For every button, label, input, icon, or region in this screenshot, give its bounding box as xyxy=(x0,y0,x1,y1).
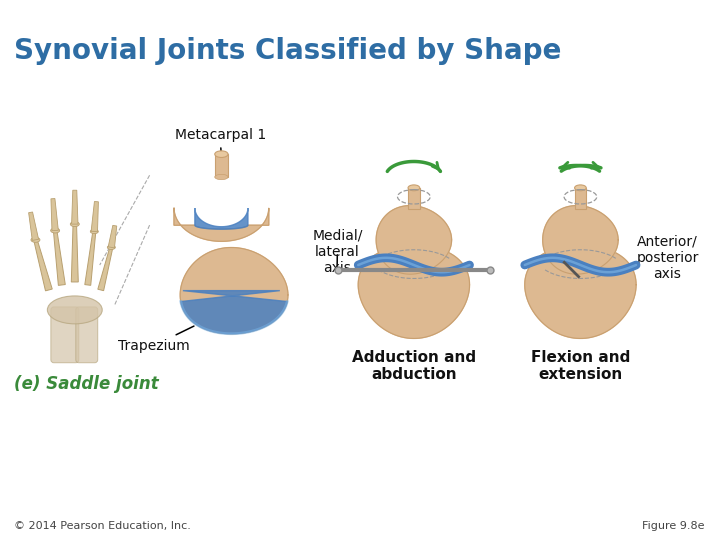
Polygon shape xyxy=(525,245,636,339)
Text: Metacarpal 1: Metacarpal 1 xyxy=(174,129,266,156)
Ellipse shape xyxy=(408,185,420,191)
Text: Trapezium: Trapezium xyxy=(117,326,194,353)
Ellipse shape xyxy=(215,151,228,158)
Ellipse shape xyxy=(50,228,60,233)
Polygon shape xyxy=(180,247,288,334)
Ellipse shape xyxy=(215,174,228,180)
Ellipse shape xyxy=(107,245,115,249)
Ellipse shape xyxy=(575,185,586,191)
FancyBboxPatch shape xyxy=(51,307,78,363)
Polygon shape xyxy=(71,224,78,282)
Text: Adduction and
abduction: Adduction and abduction xyxy=(352,350,476,382)
Polygon shape xyxy=(181,291,287,334)
Text: © 2014 Pearson Education, Inc.: © 2014 Pearson Education, Inc. xyxy=(14,521,191,531)
Polygon shape xyxy=(53,230,66,285)
Polygon shape xyxy=(29,212,39,240)
Polygon shape xyxy=(195,208,248,229)
Text: Synovial Joints Classified by Shape: Synovial Joints Classified by Shape xyxy=(14,37,562,65)
Text: (e) Saddle joint: (e) Saddle joint xyxy=(14,375,158,393)
Polygon shape xyxy=(51,199,58,231)
Bar xyxy=(215,154,228,177)
Ellipse shape xyxy=(71,222,79,227)
Text: Figure 9.8e: Figure 9.8e xyxy=(642,521,704,531)
Bar xyxy=(575,188,586,209)
Text: Flexion and
extension: Flexion and extension xyxy=(531,350,630,382)
Polygon shape xyxy=(34,239,53,291)
Polygon shape xyxy=(71,190,78,224)
Ellipse shape xyxy=(90,230,99,234)
Polygon shape xyxy=(543,206,618,274)
Text: Anterior/
posterior
axis: Anterior/ posterior axis xyxy=(598,235,698,281)
Polygon shape xyxy=(108,225,117,248)
Polygon shape xyxy=(91,201,99,232)
Ellipse shape xyxy=(31,238,40,242)
Polygon shape xyxy=(174,208,269,241)
Bar xyxy=(408,188,420,209)
Polygon shape xyxy=(85,231,96,285)
FancyBboxPatch shape xyxy=(76,307,98,363)
Polygon shape xyxy=(359,245,469,339)
Polygon shape xyxy=(376,206,451,274)
Polygon shape xyxy=(98,247,113,291)
Text: Medial/
lateral
axis: Medial/ lateral axis xyxy=(312,229,363,275)
Ellipse shape xyxy=(48,296,102,324)
